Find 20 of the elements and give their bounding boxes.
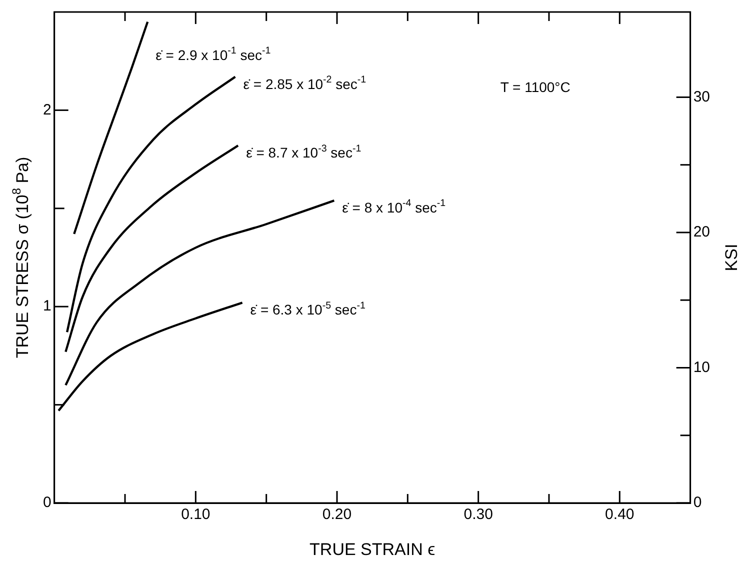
line-series — [64, 144, 240, 353]
y-axis-title: TRUE STRESS σ (108 Pa) — [9, 156, 32, 358]
y2-tick-label: 20 — [693, 224, 710, 241]
annotation: T = 1100°C — [500, 79, 570, 95]
y2-axis-title: KSI — [722, 244, 741, 272]
y2-tick-label: 10 — [693, 358, 710, 376]
line-series — [64, 199, 336, 386]
line-series — [66, 76, 236, 334]
x-tick-label: 0.20 — [322, 506, 352, 524]
x-axis-title: TRUE STRAIN ϵ — [310, 540, 436, 559]
line-series — [73, 20, 149, 236]
y2-tick-label: 0 — [693, 494, 702, 512]
y2-tick-label: 30 — [693, 88, 710, 106]
x-tick-label: 0.30 — [464, 506, 493, 524]
y-tick-label: 1 — [43, 298, 52, 315]
line-series — [57, 302, 244, 412]
x-tick-label: 0.40 — [605, 506, 634, 524]
y-tick-label: 0 — [43, 494, 52, 512]
y-tick-label: 2 — [43, 101, 52, 118]
x-tick-label: 0.10 — [181, 506, 210, 524]
